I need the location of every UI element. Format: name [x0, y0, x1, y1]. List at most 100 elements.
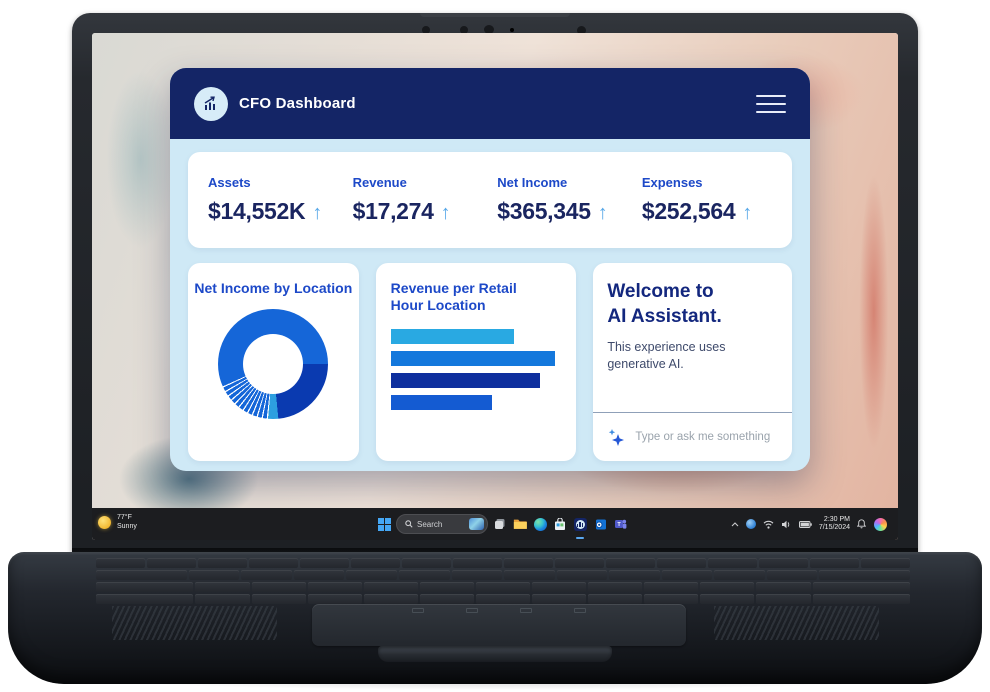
task-view-icon: [495, 519, 505, 529]
windows-logo-icon: [377, 517, 391, 531]
cfo-dashboard-app-button[interactable]: [572, 512, 588, 539]
taskbar-weather-widget[interactable]: 77°F Sunny: [98, 513, 137, 531]
lid-lift-notch: [378, 646, 612, 662]
kpi-net-income: Net Income $365,345 ↑: [497, 175, 642, 225]
tray-chevron-button[interactable]: [730, 512, 740, 536]
ai-assistant-description: This experience uses generative AI.: [607, 340, 726, 371]
bar-segment: [390, 351, 555, 366]
kpi-value: $365,345 ↑: [497, 198, 608, 224]
onedrive-icon: [746, 519, 757, 529]
laptop-screen: CFO Dashboard Assets $14,552K ↑ Revenue $…: [92, 33, 898, 540]
donut-hole: [243, 334, 304, 394]
copilot-icon: [874, 517, 887, 531]
card-title: Revenue per Retail Hour Location: [390, 280, 517, 313]
store-icon: [555, 517, 565, 530]
menu-hamburger-icon[interactable]: [756, 94, 786, 113]
app-header: CFO Dashboard: [170, 68, 810, 139]
bar-segment: [390, 373, 540, 388]
app-title: CFO Dashboard: [239, 95, 356, 112]
task-view-button[interactable]: [492, 512, 508, 536]
laptop-lid: CFO Dashboard Assets $14,552K ↑ Revenue $…: [72, 13, 918, 558]
taskbar-center: Search: [376, 512, 628, 539]
weather-text: 77°F Sunny: [117, 513, 137, 531]
wifi-tray-button[interactable]: [763, 512, 775, 536]
weather-condition: Sunny: [117, 523, 137, 530]
kpi-value: $14,552K ↑: [208, 198, 323, 224]
cfo-dashboard-logo: [194, 86, 228, 121]
ai-prompt-input[interactable]: [635, 431, 776, 443]
kpi-summary-card: Assets $14,552K ↑ Revenue $17,274 ↑ Net In…: [188, 152, 792, 248]
kpi-label: Expenses: [641, 175, 703, 190]
up-arrow-icon: ↑: [440, 202, 451, 224]
kpi-value: $252,564 ↑: [641, 198, 753, 224]
up-arrow-icon: ↑: [312, 202, 323, 224]
kpi-revenue: Revenue $17,274 ↑: [353, 175, 498, 225]
edge-icon: [533, 517, 547, 531]
onedrive-tray-button[interactable]: [746, 512, 757, 536]
cfo-dashboard-app-icon: [573, 517, 587, 531]
teams-button[interactable]: T: [612, 512, 628, 536]
card-title: Net Income by Location: [194, 280, 353, 296]
speaker-icon: [782, 520, 790, 528]
edge-browser-button[interactable]: [532, 512, 548, 536]
up-arrow-icon: ↑: [597, 202, 608, 224]
laptop-base: [8, 552, 982, 684]
kpi-label: Net Income: [497, 175, 568, 190]
cards-row: Net Income by Location Revenue per Retai…: [188, 263, 793, 461]
svg-text:T: T: [617, 522, 621, 528]
outlook-button[interactable]: [592, 512, 608, 536]
sensor-dot: [577, 26, 586, 35]
keyboard[interactable]: [96, 558, 911, 604]
donut-chart: [218, 309, 329, 419]
volume-tray-button[interactable]: [781, 512, 793, 536]
kpi-label: Revenue: [352, 175, 407, 190]
up-arrow-icon: ↑: [742, 202, 753, 224]
taskbar-search-box[interactable]: Search: [396, 514, 488, 534]
kpi-label: Assets: [208, 175, 251, 190]
tray-time: 2:30 PM: [823, 515, 850, 523]
weather-temp: 77°F: [117, 514, 132, 521]
microsoft-store-button[interactable]: [552, 512, 568, 536]
bell-icon: [857, 519, 866, 529]
webcam: [460, 26, 468, 34]
revenue-per-retail-hour-card: Revenue per Retail Hour Location: [375, 263, 577, 461]
start-button[interactable]: [376, 512, 392, 536]
kpi-value: $17,274 ↑: [352, 198, 451, 224]
chart-growth-icon: [204, 96, 215, 110]
sun-icon: [98, 515, 111, 529]
net-income-by-location-card: Net Income by Location: [188, 263, 359, 461]
windows-taskbar: 77°F Sunny: [92, 508, 898, 540]
kpi-expenses: Expenses $252,564 ↑: [642, 175, 772, 225]
cfo-dashboard-window: CFO Dashboard Assets $14,552K ↑ Revenue $…: [170, 68, 810, 471]
trackpad[interactable]: [312, 604, 686, 646]
ir-sensor: [422, 26, 430, 34]
bar-chart: [390, 329, 562, 410]
copilot-button[interactable]: [873, 512, 888, 536]
ai-input-bar: [593, 412, 793, 461]
file-explorer-button[interactable]: [512, 512, 528, 536]
sparkle-icon: [609, 429, 625, 446]
ai-assistant-heading: Welcome to AI Assistant.: [607, 281, 722, 327]
lid-notch: [420, 13, 570, 17]
speaker-grille-left: [112, 606, 277, 640]
wifi-icon: [763, 520, 774, 529]
file-explorer-icon: [513, 519, 527, 529]
kpi-assets: Assets $14,552K ↑: [208, 175, 353, 225]
search-placeholder: Search: [417, 519, 443, 529]
battery-icon: [799, 520, 813, 528]
active-app-indicator: [576, 537, 584, 539]
outlook-icon: [595, 519, 606, 529]
bar-segment: [390, 329, 514, 344]
notifications-button[interactable]: [856, 512, 867, 536]
ai-assistant-card: Welcome to AI Assistant. This experience…: [593, 263, 793, 461]
trackpad-marks: [312, 608, 686, 613]
battery-tray-button[interactable]: [799, 512, 813, 536]
teams-icon: T: [614, 519, 626, 529]
chevron-up-icon: [731, 521, 739, 526]
clock-widget[interactable]: 2:30 PM 7/15/2024: [819, 516, 850, 533]
tray-date: 7/15/2024: [818, 524, 850, 531]
speaker-grille-right: [714, 606, 879, 640]
camera-led: [510, 28, 514, 32]
bar-segment: [390, 395, 493, 410]
